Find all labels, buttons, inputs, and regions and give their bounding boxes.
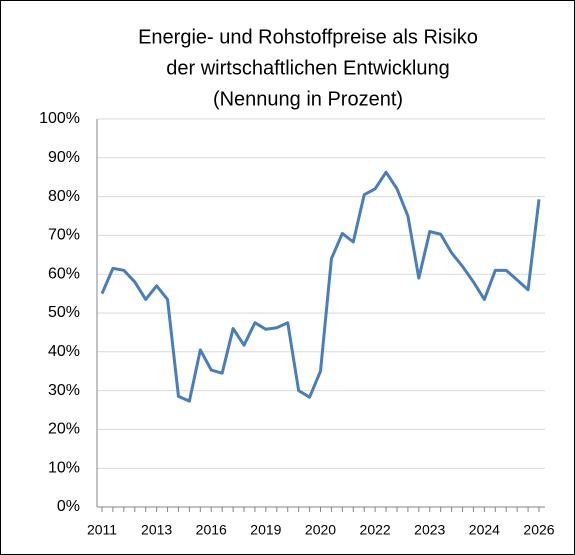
y-tick-label: 30% xyxy=(48,382,80,399)
x-tick-label: 2013 xyxy=(141,522,172,538)
chart-title: Energie- und Rohstoffpreise als Risiko xyxy=(138,26,478,48)
x-tick-label: 2024 xyxy=(469,522,500,538)
chart-title: der wirtschaftlichen Entwicklung xyxy=(166,57,449,79)
x-tick-label: 2019 xyxy=(250,522,281,538)
y-tick-label: 60% xyxy=(48,265,80,282)
x-tick-label: 2011 xyxy=(87,522,117,538)
x-tick-label: 2022 xyxy=(360,522,391,538)
y-tick-label: 90% xyxy=(48,149,80,166)
y-tick-label: 80% xyxy=(48,188,80,205)
x-tick-label: 2016 xyxy=(196,522,227,538)
y-tick-label: 70% xyxy=(48,227,80,244)
y-tick-label: 20% xyxy=(48,421,80,438)
chart-title: (Nennung in Prozent) xyxy=(213,88,403,110)
data-line xyxy=(100,170,541,403)
y-tick-label: 0% xyxy=(57,498,80,515)
y-tick-label: 40% xyxy=(48,343,80,360)
x-tick-label: 2020 xyxy=(305,522,336,538)
y-tick-label: 100% xyxy=(39,110,80,127)
x-tick-label: 2026 xyxy=(523,522,554,538)
y-tick-label: 10% xyxy=(48,459,80,476)
y-tick-label: 50% xyxy=(48,304,80,321)
x-tick-label: 2023 xyxy=(414,522,445,538)
